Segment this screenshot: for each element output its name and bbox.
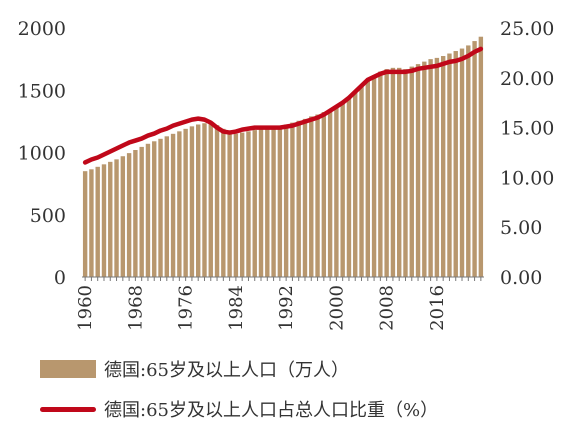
- bar-1980: [208, 123, 213, 278]
- bar-2010: [397, 67, 402, 277]
- bar-1990: [271, 127, 276, 277]
- bar-2019: [453, 51, 458, 277]
- bar-1996: [309, 116, 314, 278]
- x-tick-label: 1960: [75, 285, 96, 331]
- left-tick-label: 500: [30, 205, 66, 227]
- x-tick-label: 2000: [326, 285, 347, 331]
- left-tick-label: 0: [54, 267, 66, 289]
- bar-1985: [239, 132, 245, 277]
- bar-1993: [290, 122, 295, 278]
- bar-1976: [183, 128, 188, 277]
- bar-1978: [196, 124, 201, 277]
- bar-2014: [422, 61, 427, 277]
- bar-2002: [346, 97, 352, 277]
- bar-1967: [126, 153, 132, 277]
- bar-1994: [296, 120, 301, 277]
- left-tick-label: 1500: [18, 80, 66, 102]
- bar-1960: [82, 171, 88, 277]
- legend-swatch-line: [40, 406, 96, 412]
- x-tick-label: 1968: [125, 285, 146, 331]
- bar-2001: [340, 102, 345, 277]
- bar-1966: [120, 156, 126, 277]
- bar-1965: [114, 159, 119, 277]
- left-tick-label: 2000: [18, 18, 66, 40]
- bar-1983: [227, 131, 232, 277]
- bar-2018: [447, 53, 452, 278]
- bar-1973: [164, 136, 169, 277]
- bar-1970: [145, 143, 151, 277]
- bar-1984: [233, 133, 239, 277]
- bar-1981: [214, 125, 220, 277]
- bar-series: [82, 36, 484, 278]
- bar-1969: [139, 146, 144, 277]
- bar-1963: [101, 164, 107, 277]
- right-tick-label: 25.00: [500, 18, 554, 40]
- legend-item-population: 德国:65岁及以上人口（万人）: [40, 356, 349, 382]
- bar-2017: [440, 56, 446, 278]
- right-tick-label: 10.00: [500, 167, 554, 189]
- bar-1989: [265, 128, 270, 277]
- bar-1964: [108, 161, 113, 277]
- bar-2012: [409, 66, 414, 277]
- bar-1999: [327, 109, 333, 277]
- bar-1997: [315, 114, 320, 277]
- x-tick-label: 1992: [276, 285, 297, 331]
- right-tick-label: 5.00: [500, 217, 542, 239]
- bar-1974: [170, 133, 176, 277]
- bar-1986: [246, 131, 251, 277]
- left-axis-ticks: 0 500 1000 1500 2000: [18, 18, 66, 289]
- bar-2016: [434, 57, 440, 277]
- bar-1979: [202, 123, 207, 278]
- bar-2021: [466, 45, 471, 278]
- bar-2023: [478, 36, 484, 278]
- bar-1982: [221, 128, 226, 277]
- bar-1961: [89, 169, 94, 277]
- left-tick-label: 1000: [18, 143, 66, 165]
- bar-2003: [353, 92, 358, 278]
- bar-2004: [359, 86, 364, 277]
- bar-2022: [472, 41, 477, 278]
- right-axis-ticks: 0.00 5.00 10.00 15.00 20.00 25.00: [500, 18, 554, 289]
- bar-2009: [390, 67, 396, 277]
- x-tick-label: 2008: [377, 285, 398, 331]
- bar-1992: [283, 124, 289, 277]
- bar-1968: [133, 150, 138, 277]
- legend-label-population: 德国:65岁及以上人口（万人）: [104, 360, 349, 381]
- bar-2006: [371, 75, 377, 277]
- bar-1988: [258, 128, 264, 277]
- bar-2015: [428, 59, 433, 277]
- bar-1995: [302, 118, 308, 277]
- right-tick-label: 0.00: [500, 267, 542, 289]
- right-tick-label: 20.00: [500, 68, 554, 90]
- x-axis-ticks: 1960 1968 1976 1984 1992 2000 2008 2016: [75, 277, 482, 331]
- x-tick-label: 1976: [176, 285, 197, 331]
- legend-item-ratio: 德国:65岁及以上人口占总人口比重（%）: [40, 396, 438, 422]
- bar-1971: [152, 141, 157, 277]
- x-tick-label: 1984: [226, 285, 247, 331]
- bar-1977: [189, 126, 195, 277]
- legend-label-ratio: 德国:65岁及以上人口占总人口比重（%）: [104, 400, 439, 421]
- bar-1991: [277, 126, 283, 277]
- bar-1962: [95, 166, 100, 277]
- bar-2008: [384, 69, 389, 278]
- bar-1972: [158, 138, 163, 277]
- bar-2000: [334, 106, 339, 277]
- ratio-line: [82, 46, 484, 165]
- bar-2020: [459, 48, 465, 278]
- bar-2005: [365, 80, 370, 277]
- bar-1975: [177, 131, 182, 277]
- bar-1987: [252, 130, 257, 277]
- bar-1998: [321, 112, 327, 277]
- bar-2011: [403, 69, 408, 278]
- bar-2013: [415, 64, 421, 277]
- x-tick-label: 2016: [427, 285, 448, 331]
- bar-2007: [378, 71, 383, 277]
- right-tick-label: 15.00: [500, 118, 554, 140]
- legend-swatch-bar: [40, 360, 96, 378]
